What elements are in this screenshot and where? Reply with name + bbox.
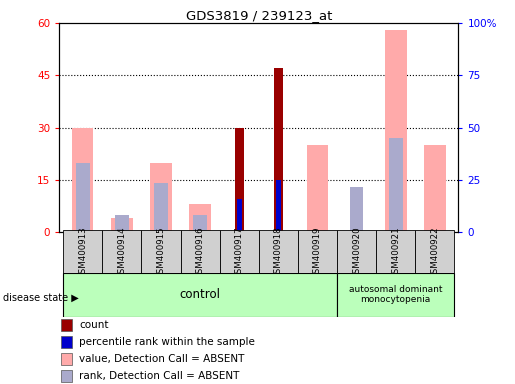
Text: value, Detection Call = ABSENT: value, Detection Call = ABSENT [79,354,245,364]
Bar [111,218,132,232]
Text: disease state ▶: disease state ▶ [3,293,78,303]
Bar [61,369,72,382]
Bar [235,127,244,232]
Bar [154,184,168,232]
Text: GSM400920: GSM400920 [352,226,361,279]
Bar [63,230,102,275]
Text: GSM400922: GSM400922 [431,226,439,279]
Bar [237,199,242,232]
Bar [115,215,129,232]
Bar [142,230,181,275]
Bar [61,319,72,331]
Bar [150,162,171,232]
Text: GSM400914: GSM400914 [117,226,126,279]
Text: rank, Detection Call = ABSENT: rank, Detection Call = ABSENT [79,371,239,381]
Text: GSM400916: GSM400916 [196,226,204,279]
Bar [385,30,406,232]
Bar [415,230,454,275]
Text: GSM400921: GSM400921 [391,226,400,279]
Text: GSM400913: GSM400913 [78,226,87,279]
Bar [389,138,403,232]
Bar [220,230,259,275]
Bar [307,145,328,232]
Bar [61,353,72,365]
Text: GSM400917: GSM400917 [235,226,244,279]
Text: GSM400919: GSM400919 [313,226,322,279]
Bar [190,204,211,232]
Text: control: control [180,288,220,301]
Bar [350,187,364,232]
Bar [193,215,207,232]
Bar [274,68,283,232]
Bar [376,230,415,275]
Bar [259,230,298,275]
Bar [337,273,454,317]
Bar [181,230,220,275]
Text: percentile rank within the sample: percentile rank within the sample [79,337,255,347]
Bar [76,162,90,232]
Bar [424,145,445,232]
Bar [102,230,142,275]
Text: GSM400918: GSM400918 [274,226,283,279]
Text: autosomal dominant
monocytopenia: autosomal dominant monocytopenia [349,285,442,305]
Bar [276,180,281,232]
Text: count: count [79,320,109,330]
Bar [61,336,72,348]
Bar [72,127,93,232]
Text: GSM400915: GSM400915 [157,226,165,279]
Bar [63,273,337,317]
Title: GDS3819 / 239123_at: GDS3819 / 239123_at [185,9,332,22]
Bar [298,230,337,275]
Bar [337,230,376,275]
